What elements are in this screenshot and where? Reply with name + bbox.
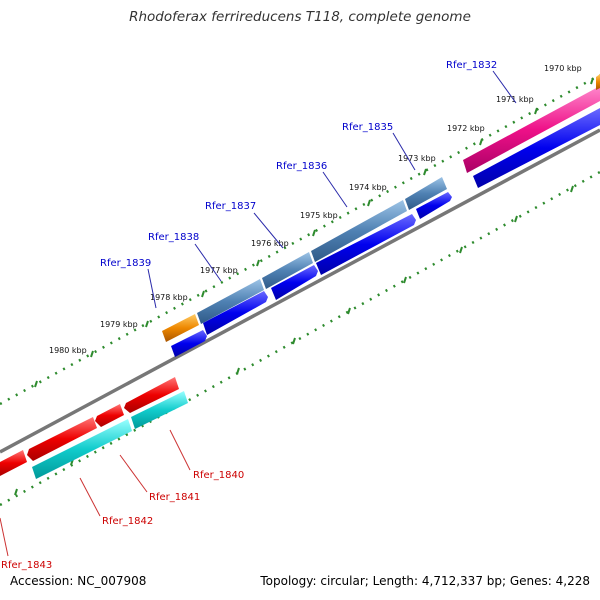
gene-label-forward[interactable]: Rfer_1837 — [205, 201, 256, 212]
cds-arrow[interactable] — [473, 108, 600, 188]
cds-arrow[interactable] — [271, 265, 318, 300]
forward-gene-bars — [162, 74, 600, 342]
tick-label: 1977 kbp — [200, 266, 238, 275]
tick-label: 1979 kbp — [100, 320, 138, 329]
tick-label: 1971 kbp — [496, 95, 534, 104]
genome-summary-text: Topology: circular; Length: 4,712,337 bp… — [260, 574, 590, 588]
cds-arrow[interactable] — [316, 214, 416, 275]
map-title: Rhodoferax ferrireducens T118, complete … — [129, 9, 471, 25]
ruler-track-lower — [0, 170, 600, 507]
ruler-tick-labels: 1970 kbp 1971 kbp 1972 kbp 1973 kbp 1974… — [49, 64, 582, 355]
gene-bar-orange-1832-edge — [596, 74, 600, 90]
gene-bar-rfer-1841[interactable] — [32, 419, 132, 479]
genome-backbone — [0, 128, 600, 454]
gene-label-forward[interactable]: Rfer_1835 — [342, 122, 393, 133]
gene-bar-rfer-1840[interactable] — [131, 391, 188, 429]
gene-label-reverse[interactable]: Rfer_1843 — [1, 560, 52, 571]
accession-text: Accession: NC_007908 — [10, 574, 147, 588]
tick-label: 1970 kbp — [544, 64, 582, 73]
reverse-gene-labels: Rfer_1840 Rfer_1841 Rfer_1842 Rfer_1843 — [1, 470, 244, 571]
cds-arrow[interactable] — [124, 377, 179, 413]
cds-arrow[interactable] — [27, 417, 97, 461]
tick-label: 1974 kbp — [349, 183, 387, 192]
cds-arrow[interactable] — [0, 450, 27, 476]
cds-arrow[interactable] — [95, 404, 124, 427]
gene-bar-rfer-1836[interactable] — [311, 200, 407, 262]
gene-label-forward[interactable]: Rfer_1839 — [100, 258, 151, 269]
gene-label-forward[interactable]: Rfer_1832 — [446, 60, 497, 71]
forward-leader-lines — [147, 70, 517, 309]
reverse-cds-arrows — [0, 377, 179, 476]
tick-label: 1976 kbp — [251, 239, 289, 248]
tick-label: 1980 kbp — [49, 346, 87, 355]
gene-bar-rfer-1832[interactable] — [463, 86, 600, 173]
ruler-lower-ticks — [14, 185, 574, 496]
gene-label-forward[interactable]: Rfer_1838 — [148, 232, 199, 243]
cds-arrow[interactable] — [203, 291, 268, 335]
tick-label: 1975 kbp — [300, 211, 338, 220]
gene-label-reverse[interactable]: Rfer_1842 — [102, 516, 153, 527]
tick-label: 1973 kbp — [398, 154, 436, 163]
forward-cds-arrows — [171, 108, 600, 357]
gene-label-reverse[interactable]: Rfer_1841 — [149, 492, 200, 503]
reverse-gene-bars — [32, 391, 188, 479]
forward-gene-labels: Rfer_1832 Rfer_1835 Rfer_1836 Rfer_1837 … — [100, 60, 497, 269]
cds-arrow[interactable] — [171, 330, 207, 357]
tick-label: 1972 kbp — [447, 124, 485, 133]
gene-bar-rfer-1837[interactable] — [262, 252, 313, 289]
gene-bar-rfer-1838[interactable] — [197, 279, 264, 324]
reverse-leader-lines — [0, 429, 191, 557]
cds-arrow[interactable] — [416, 192, 452, 219]
ruler-major-ticks — [34, 77, 594, 388]
ruler-track-upper — [0, 73, 600, 406]
tick-label: 1978 kbp — [150, 293, 188, 302]
gene-bar-rfer-1835[interactable] — [405, 177, 447, 210]
gene-bar-rfer-1839[interactable] — [162, 314, 199, 342]
gene-label-reverse[interactable]: Rfer_1840 — [193, 470, 244, 481]
gene-label-forward[interactable]: Rfer_1836 — [276, 161, 327, 172]
